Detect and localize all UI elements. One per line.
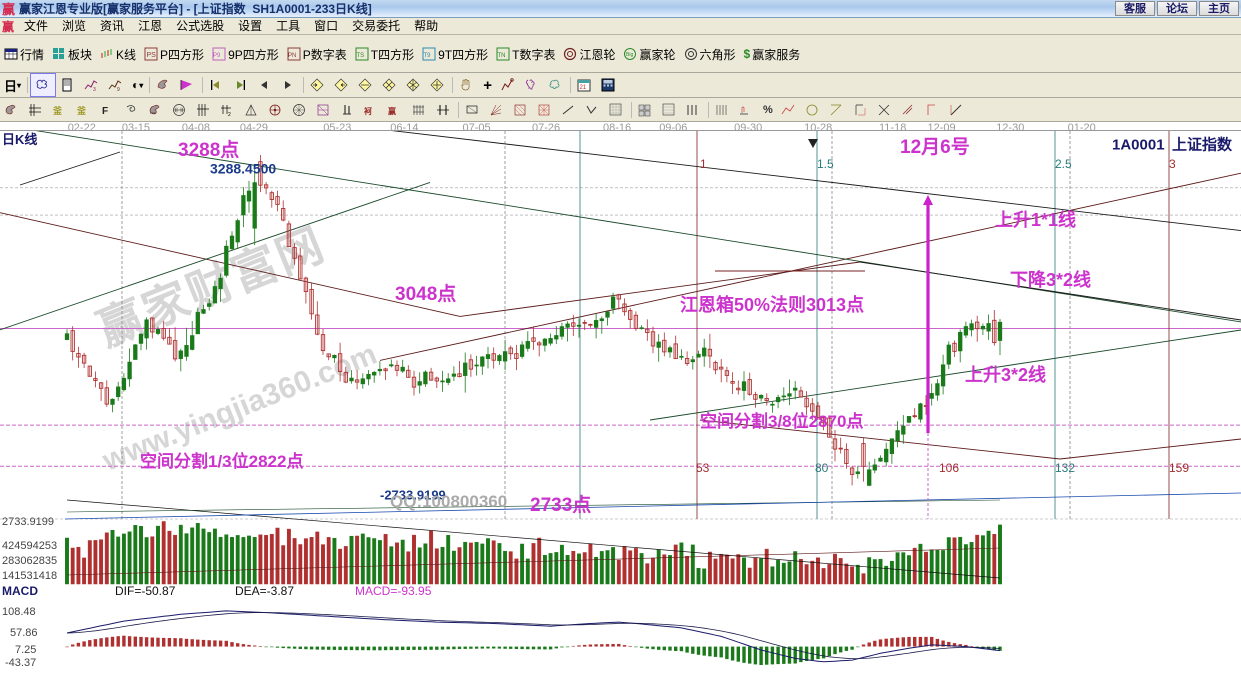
svg-text:12月6号: 12月6号 <box>900 136 970 158</box>
svg-text:2.5: 2.5 <box>1055 157 1072 171</box>
svg-text:80: 80 <box>815 461 829 475</box>
svg-text:3288点: 3288点 <box>178 139 239 161</box>
svg-text:PN: PN <box>288 53 296 59</box>
svg-text:釜: 釜 <box>76 105 87 116</box>
svg-text:53: 53 <box>696 461 710 475</box>
svg-text:上证指数: 上证指数 <box>1172 135 1233 153</box>
svg-text:F: F <box>102 106 108 117</box>
svg-text:3: 3 <box>93 87 96 92</box>
svg-text:赢: 赢 <box>388 106 396 116</box>
svg-text:QQ:100800360: QQ:100800360 <box>390 492 507 511</box>
svg-text:106: 106 <box>939 461 959 475</box>
svg-text:T9: T9 <box>424 53 432 59</box>
svg-text:江恩箱50%法则3013点: 江恩箱50%法则3013点 <box>680 294 864 315</box>
svg-text:空间分割3/8位2870点: 空间分割3/8位2870点 <box>700 411 863 431</box>
svg-text:Big: Big <box>626 52 633 58</box>
svg-text:132: 132 <box>1055 461 1075 475</box>
svg-text:下降3*2线: 下降3*2线 <box>1010 269 1091 290</box>
svg-text:TN: TN <box>498 53 506 59</box>
svg-text:2: 2 <box>228 112 231 117</box>
svg-text:3: 3 <box>1169 157 1176 171</box>
svg-text:袔: 袔 <box>364 106 372 116</box>
svg-text:1.5: 1.5 <box>817 157 834 171</box>
svg-text:3048点: 3048点 <box>395 283 456 305</box>
svg-text:3288.4500: 3288.4500 <box>210 160 276 176</box>
svg-text:PS: PS <box>147 52 157 59</box>
svg-text:釜: 釜 <box>52 105 63 116</box>
svg-text:上升3*2线: 上升3*2线 <box>965 364 1046 385</box>
svg-text:21: 21 <box>580 85 587 91</box>
svg-text:9: 9 <box>117 87 120 92</box>
svg-text:上升1*1线: 上升1*1线 <box>995 209 1076 230</box>
svg-text:159: 159 <box>1169 461 1189 475</box>
svg-text:1: 1 <box>700 157 707 171</box>
svg-text:2733点: 2733点 <box>530 494 591 516</box>
svg-text:1A0001: 1A0001 <box>1112 136 1165 153</box>
svg-text:P9: P9 <box>213 53 221 59</box>
svg-text:空间分割1/3位2822点: 空间分割1/3位2822点 <box>140 451 303 471</box>
svg-text:TS: TS <box>356 53 364 59</box>
